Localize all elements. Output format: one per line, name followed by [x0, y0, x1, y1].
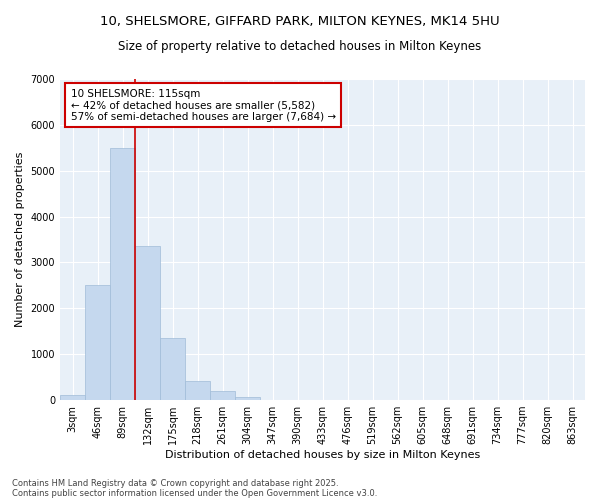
- Bar: [135, 246, 160, 400]
- Text: Size of property relative to detached houses in Milton Keynes: Size of property relative to detached ho…: [118, 40, 482, 53]
- Y-axis label: Number of detached properties: Number of detached properties: [15, 152, 25, 327]
- Bar: [235, 397, 260, 400]
- Text: Contains public sector information licensed under the Open Government Licence v3: Contains public sector information licen…: [12, 488, 377, 498]
- Bar: [60, 396, 85, 400]
- Bar: [110, 148, 135, 400]
- Bar: [85, 286, 110, 400]
- Text: Contains HM Land Registry data © Crown copyright and database right 2025.: Contains HM Land Registry data © Crown c…: [12, 478, 338, 488]
- Text: 10, SHELSMORE, GIFFARD PARK, MILTON KEYNES, MK14 5HU: 10, SHELSMORE, GIFFARD PARK, MILTON KEYN…: [100, 15, 500, 28]
- Bar: [160, 338, 185, 400]
- Text: 10 SHELSMORE: 115sqm
← 42% of detached houses are smaller (5,582)
57% of semi-de: 10 SHELSMORE: 115sqm ← 42% of detached h…: [71, 88, 335, 122]
- Bar: [210, 391, 235, 400]
- X-axis label: Distribution of detached houses by size in Milton Keynes: Distribution of detached houses by size …: [165, 450, 480, 460]
- Bar: [185, 381, 210, 400]
